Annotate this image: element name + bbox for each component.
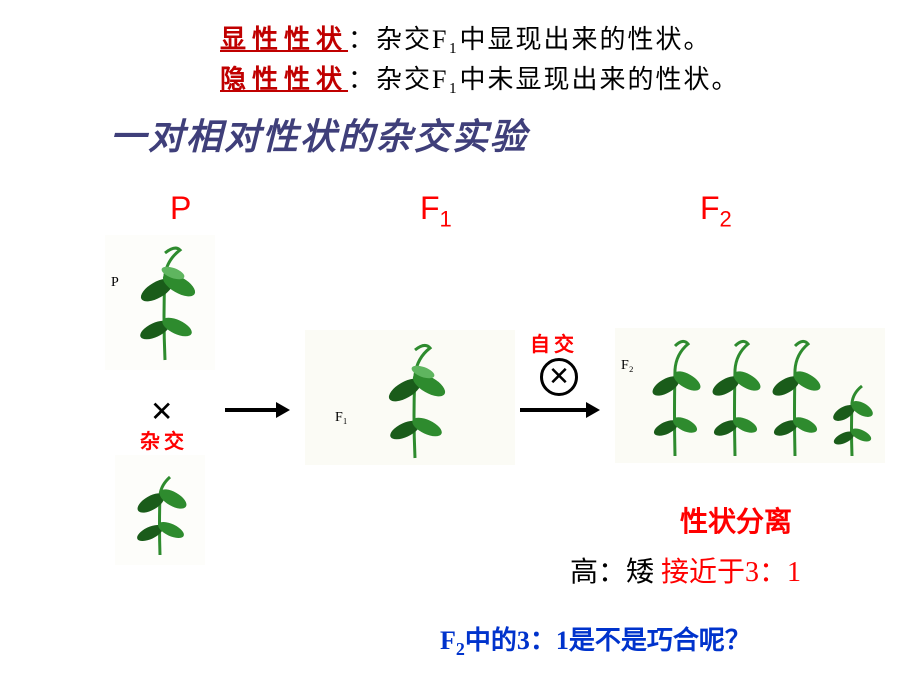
self-cross-label: 自交 (530, 328, 578, 357)
plants-F2 (615, 328, 885, 463)
result-separation: 性状分离 (680, 500, 792, 540)
question-line: F2中的3：1是不是巧合呢？ (440, 620, 751, 660)
F1-box: F₁ (305, 330, 515, 465)
text-recessive: ：杂交F₁中未显现出来的性状。 (348, 65, 740, 94)
slide-title: 一对相对性状的杂交实验 (110, 108, 528, 160)
cross-symbol: ✕ (150, 395, 173, 429)
definition-dominant: 显性性状：杂交F₁中显现出来的性状。 (220, 20, 900, 60)
definition-recessive: 隐性性状：杂交F₁中未显现出来的性状。 (220, 60, 900, 100)
arrow-P-F1 (225, 408, 280, 412)
text-dominant: ：杂交F₁中显现出来的性状。 (348, 25, 712, 54)
arrow-F1-F2 (520, 408, 590, 412)
label-F1: F1 (420, 190, 452, 232)
term-dominant: 显性性状 (220, 25, 348, 54)
plant-short-P (115, 455, 205, 565)
label-P: P (170, 190, 191, 227)
term-recessive: 隐性性状 (220, 65, 348, 94)
parent-short-box (115, 455, 205, 565)
parent-tall-box: P (105, 235, 215, 370)
plant-tall-F1 (305, 330, 515, 465)
plant-tall-P (105, 235, 215, 370)
label-F2: F2 (700, 190, 732, 232)
cross-label: 杂交 (140, 425, 188, 454)
result-ratio: 高：矮 接近于3：1 (570, 550, 801, 590)
self-cross-symbol: ✕ (540, 358, 578, 396)
F2-box: F₂ (615, 328, 885, 463)
definitions-block: 显性性状：杂交F₁中显现出来的性状。 隐性性状：杂交F₁中未显现出来的性状。 (220, 20, 900, 100)
